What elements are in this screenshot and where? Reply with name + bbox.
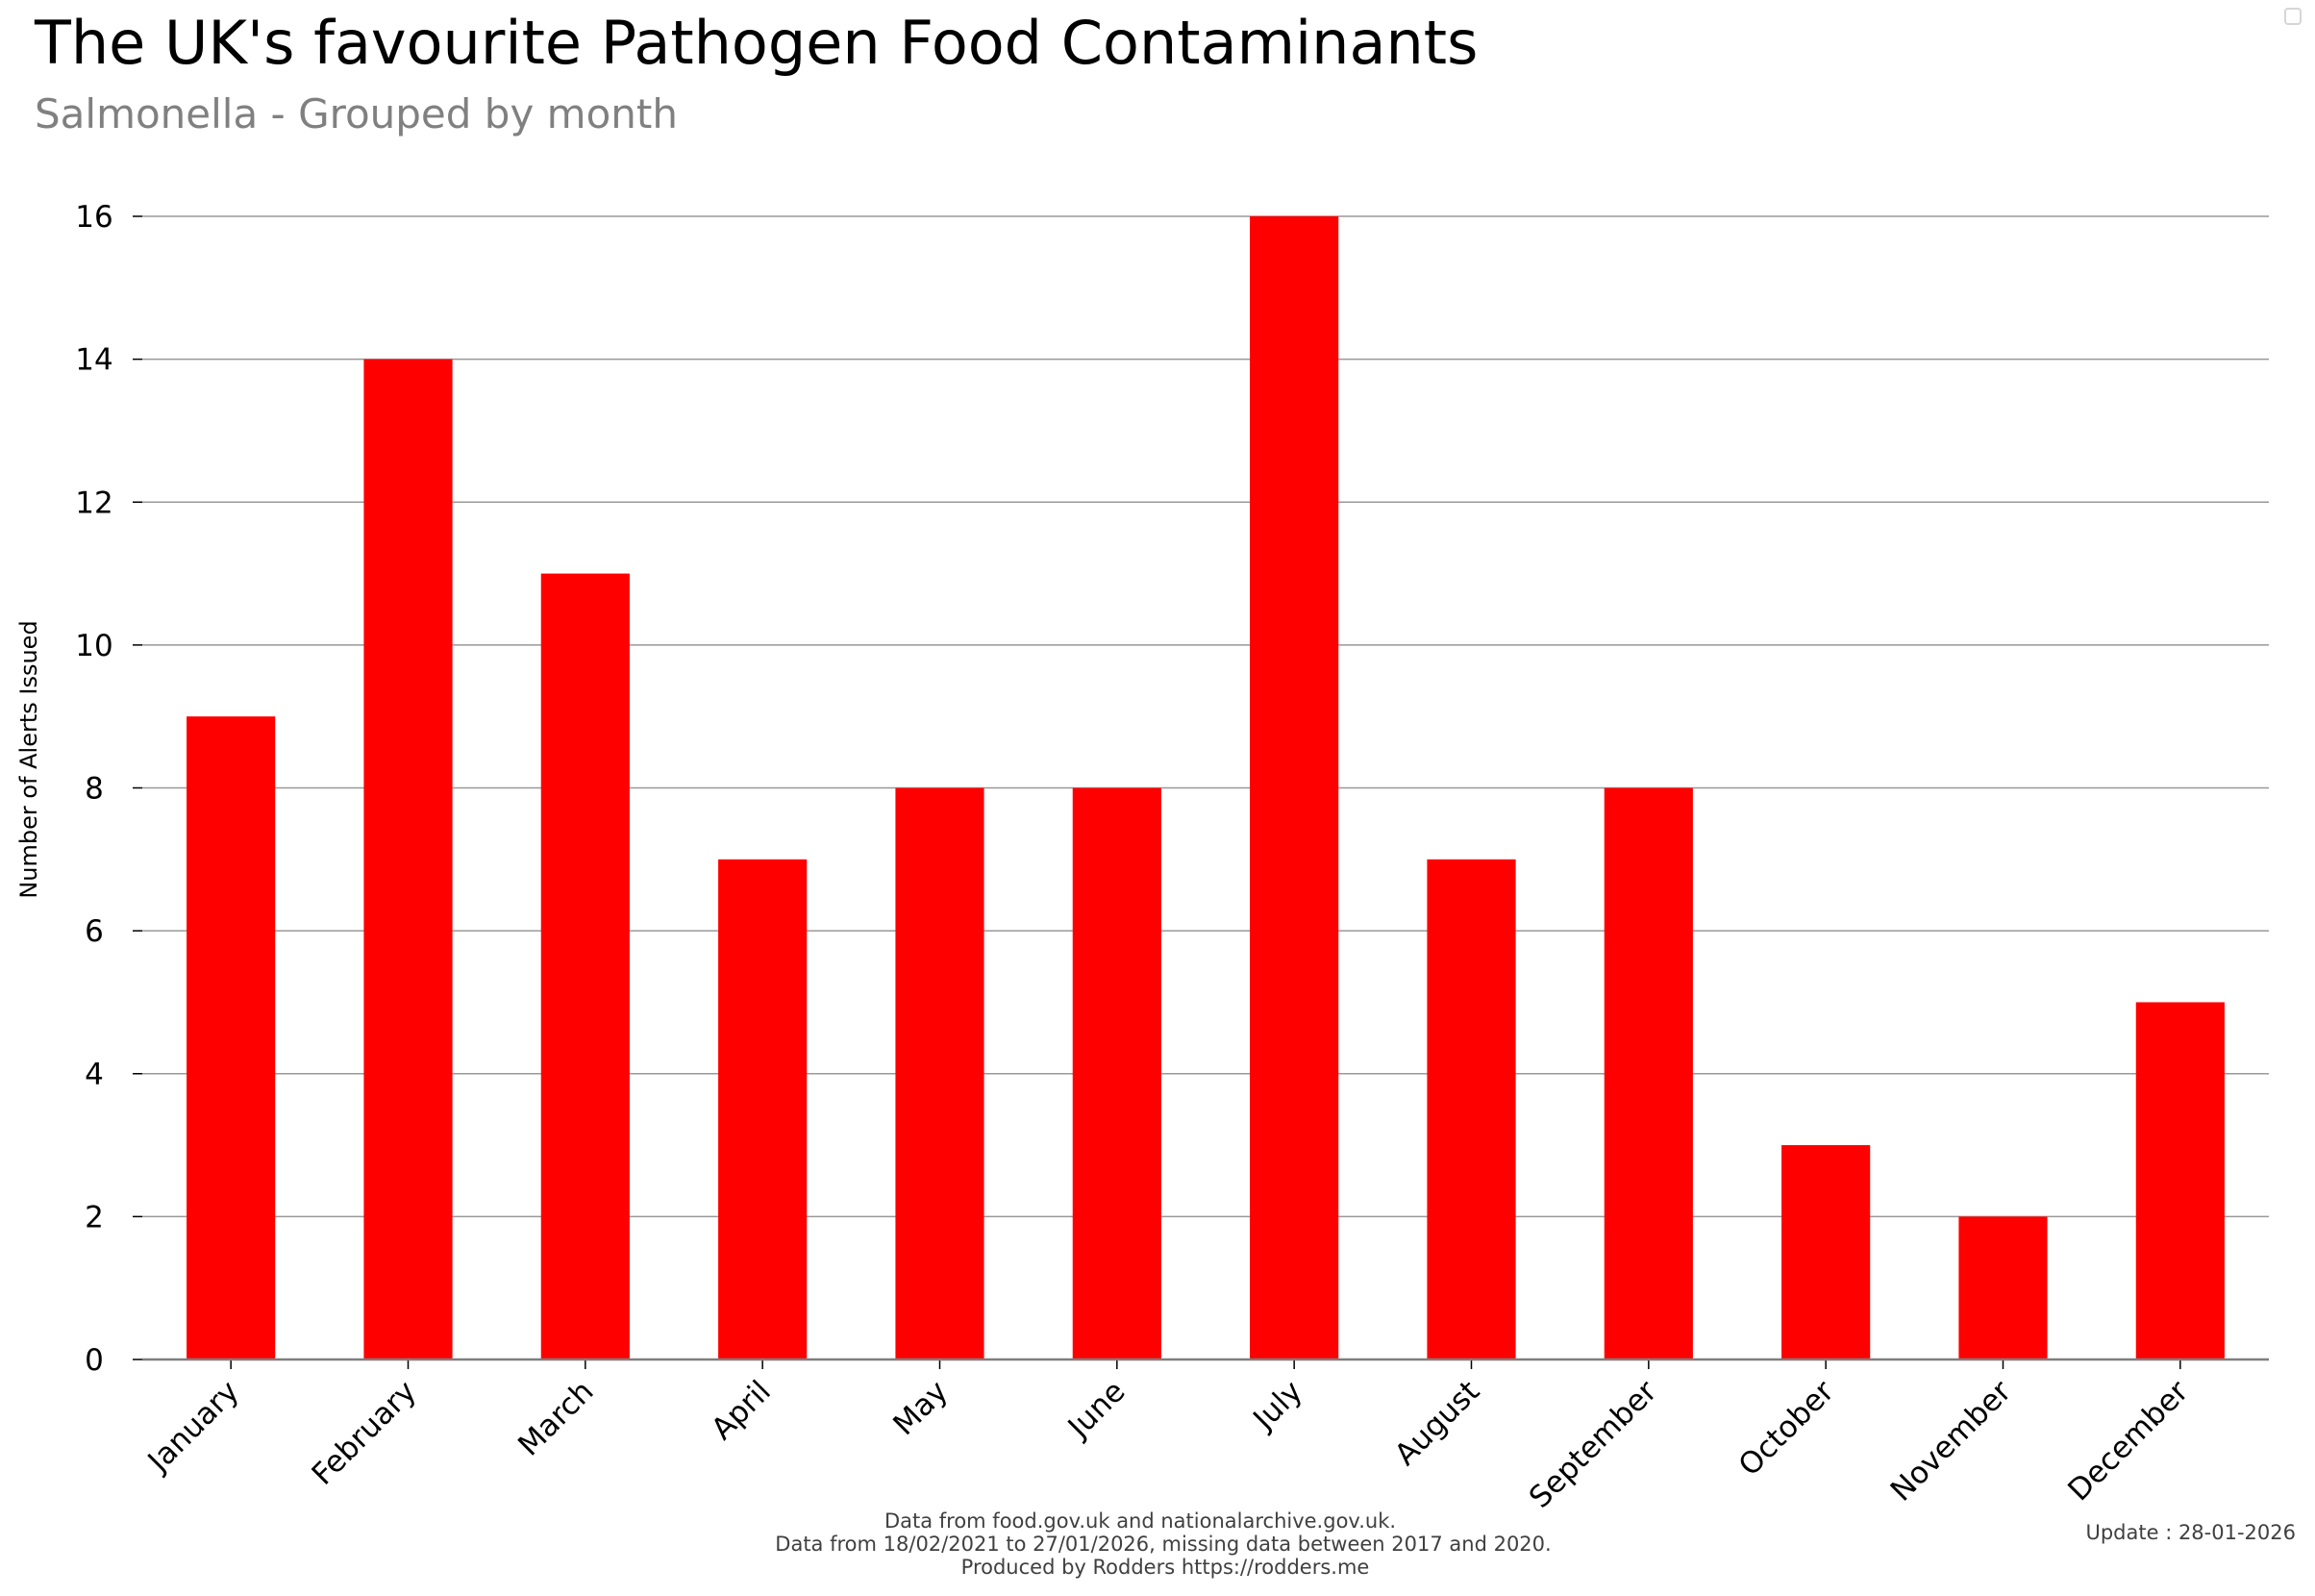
- x-tick-label: June: [1060, 1374, 1133, 1446]
- grid-lines: [142, 215, 2269, 1218]
- x-tick-label: November: [1884, 1374, 2019, 1509]
- x-tick-label: July: [1246, 1374, 1309, 1437]
- y-tick-label: 4: [85, 1058, 104, 1092]
- bar-may: [895, 787, 984, 1359]
- chart-title: The UK's favourite Pathogen Food Contami…: [34, 8, 1478, 78]
- axes: [133, 215, 2269, 1369]
- x-tick-label: December: [2061, 1374, 2195, 1508]
- y-tick-labels: 0 2 4 6 8 10 12 14 16: [75, 200, 112, 1378]
- y-tick-label: 0: [85, 1343, 104, 1378]
- bar-october: [1781, 1145, 1871, 1359]
- bar-january: [187, 716, 276, 1359]
- y-tick-label: 12: [75, 486, 112, 520]
- bar-november: [1958, 1216, 2048, 1359]
- y-tick-label: 14: [75, 343, 112, 378]
- x-tick-labels: January February March April May June July Augu…: [140, 1374, 2196, 1515]
- bar-march: [540, 573, 630, 1359]
- footer-credit: Produced by Rodders https://rodders.me: [961, 1556, 1370, 1579]
- legend-toggle-box[interactable]: [2284, 8, 2302, 25]
- x-tick-label: March: [511, 1374, 600, 1462]
- y-tick-label: 10: [75, 629, 112, 663]
- bar-july: [1250, 216, 1339, 1359]
- y-tick-label: 2: [85, 1200, 104, 1234]
- bar-april: [718, 859, 808, 1359]
- update-date: Update : 28-01-2026: [2085, 1521, 2296, 1544]
- x-tick-label: August: [1388, 1374, 1486, 1472]
- x-tick-label: October: [1732, 1374, 1841, 1483]
- bar-february: [363, 359, 453, 1359]
- x-tick-label: May: [886, 1374, 955, 1442]
- x-tick-label: February: [306, 1374, 424, 1492]
- footer-range: Data from 18/02/2021 to 27/01/2026, miss…: [775, 1533, 1551, 1556]
- y-tick-label: 6: [85, 914, 104, 949]
- bar-september: [1604, 787, 1693, 1359]
- x-tick-label: September: [1523, 1374, 1664, 1515]
- y-tick-label: 16: [75, 200, 112, 235]
- footer-source: Data from food.gov.uk and nationalarchiv…: [884, 1509, 1396, 1533]
- bar-june: [1072, 787, 1161, 1359]
- x-tick-label: January: [140, 1374, 246, 1480]
- bar-august: [1427, 859, 1516, 1359]
- bars: [187, 216, 2225, 1359]
- chart-subtitle: Salmonella - Grouped by month: [35, 90, 678, 137]
- y-tick-label: 8: [85, 772, 104, 807]
- bar-december: [2135, 1002, 2225, 1359]
- y-axis-label: Number of Alerts Issued: [15, 620, 42, 898]
- x-tick-label: April: [705, 1374, 778, 1447]
